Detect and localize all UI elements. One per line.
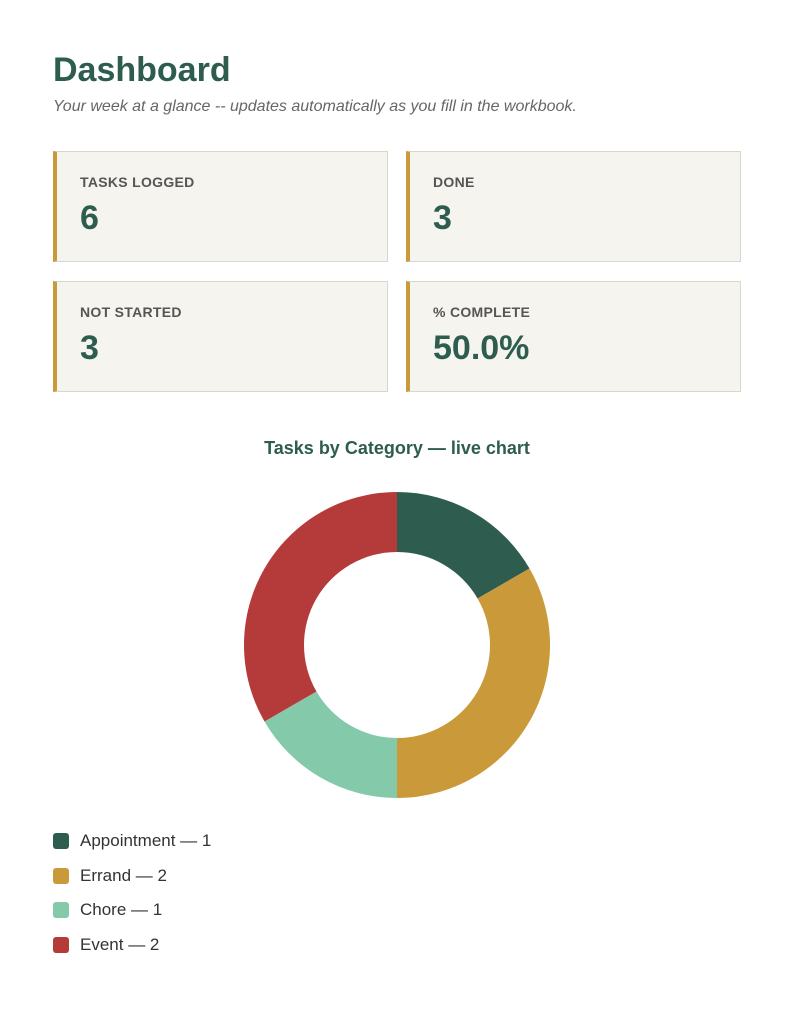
page-subtitle: Your week at a glance -- updates automat… bbox=[53, 98, 577, 115]
chart-title: Tasks by Category — live chart bbox=[264, 438, 530, 458]
donut-chart-svg bbox=[244, 492, 550, 798]
donut-chart bbox=[243, 491, 551, 799]
chart-legend: Appointment — 1 Errand — 2 Chore — 1 Eve… bbox=[53, 824, 211, 962]
kpi-label: % COMPLETE bbox=[433, 304, 531, 320]
legend-label: Event — 2 bbox=[80, 934, 160, 954]
donut-slice-chore bbox=[264, 691, 397, 798]
kpi-value: 3 bbox=[80, 329, 99, 367]
legend-item-chore: Chore — 1 bbox=[53, 893, 211, 928]
kpi-value: 3 bbox=[433, 199, 452, 237]
legend-item-errand: Errand — 2 bbox=[53, 859, 211, 894]
donut-slice-event bbox=[244, 492, 397, 722]
donut-slice-appointment bbox=[397, 492, 530, 599]
legend-item-appointment: Appointment — 1 bbox=[53, 824, 211, 859]
legend-swatch bbox=[53, 936, 69, 953]
legend-label: Appointment — 1 bbox=[80, 831, 212, 851]
kpi-card-not-started: NOT STARTED 3 bbox=[53, 281, 388, 392]
kpi-card-done: DONE 3 bbox=[406, 151, 741, 262]
legend-item-event: Event — 2 bbox=[53, 928, 211, 963]
legend-swatch bbox=[53, 902, 69, 919]
kpi-label: DONE bbox=[433, 174, 475, 190]
kpi-value: 50.0% bbox=[433, 329, 530, 367]
kpi-label: NOT STARTED bbox=[80, 304, 182, 320]
kpi-grid: TASKS LOGGED 6 DONE 3 NOT STARTED 3 % CO… bbox=[53, 151, 741, 392]
legend-label: Chore — 1 bbox=[80, 900, 163, 920]
page-title: Dashboard bbox=[53, 51, 231, 89]
legend-label: Errand — 2 bbox=[80, 865, 167, 885]
kpi-card-percent-complete: % COMPLETE 50.0% bbox=[406, 281, 741, 392]
legend-swatch bbox=[53, 833, 69, 850]
donut-slice-errand bbox=[397, 568, 550, 798]
kpi-value: 6 bbox=[80, 199, 99, 237]
kpi-card-tasks-logged: TASKS LOGGED 6 bbox=[53, 151, 388, 262]
legend-swatch bbox=[53, 867, 69, 884]
kpi-label: TASKS LOGGED bbox=[80, 174, 195, 190]
